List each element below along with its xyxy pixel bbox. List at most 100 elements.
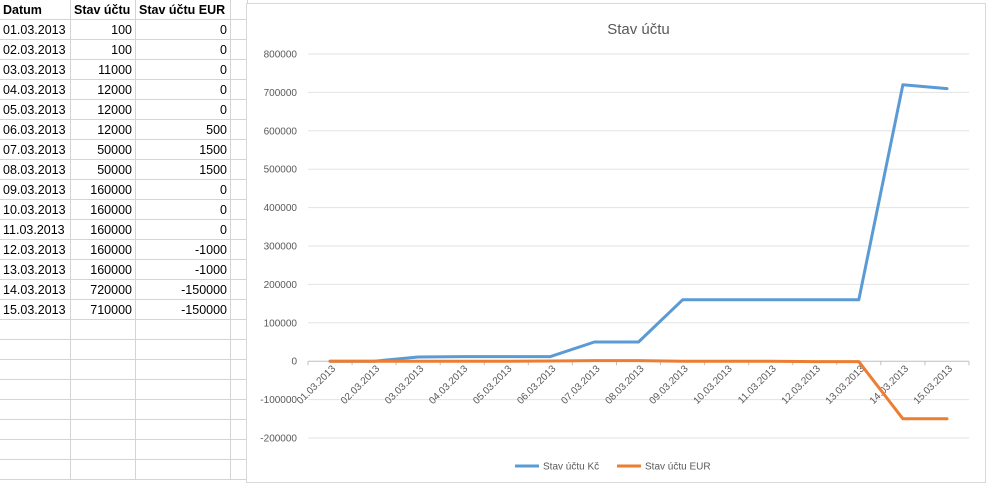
table-cell[interactable]: 03.03.2013 [0, 59, 71, 80]
empty-cell[interactable] [0, 419, 71, 440]
empty-cell[interactable] [70, 319, 136, 340]
empty-cell[interactable] [230, 279, 248, 300]
empty-cell[interactable] [230, 19, 248, 40]
table-cell[interactable]: 12000 [70, 119, 136, 140]
table-cell[interactable]: 14.03.2013 [0, 279, 71, 300]
empty-cell[interactable] [0, 459, 71, 480]
empty-cell[interactable] [135, 439, 231, 460]
empty-cell[interactable] [230, 319, 248, 340]
chart-area[interactable]: Stav účtu -200000 -100000 0 100000 200000 3000… [246, 3, 986, 483]
empty-cell[interactable] [230, 179, 248, 200]
empty-row [0, 339, 248, 360]
table-cell[interactable]: -150000 [135, 279, 231, 300]
empty-cell[interactable] [135, 339, 231, 360]
table-cell[interactable]: 11.03.2013 [0, 219, 71, 240]
empty-cell[interactable] [230, 359, 248, 380]
empty-cell[interactable] [70, 419, 136, 440]
table-cell[interactable]: 0 [135, 59, 231, 80]
empty-cell[interactable] [230, 219, 248, 240]
empty-cell[interactable] [230, 399, 248, 420]
empty-cell[interactable] [0, 379, 71, 400]
table-cell[interactable]: 720000 [70, 279, 136, 300]
table-cell[interactable]: 13.03.2013 [0, 259, 71, 280]
table-cell[interactable]: 50000 [70, 139, 136, 160]
column-header[interactable]: Datum [0, 0, 71, 20]
empty-cell[interactable] [0, 439, 71, 460]
empty-cell[interactable] [0, 319, 71, 340]
empty-cell[interactable] [135, 419, 231, 440]
table-cell[interactable]: 160000 [70, 199, 136, 220]
table-cell[interactable]: 02.03.2013 [0, 39, 71, 60]
empty-cell[interactable] [230, 339, 248, 360]
table-cell[interactable]: 0 [135, 179, 231, 200]
empty-cell[interactable] [135, 399, 231, 420]
table-cell[interactable]: 500 [135, 119, 231, 140]
empty-cell[interactable] [230, 99, 248, 120]
empty-cell[interactable] [230, 259, 248, 280]
column-header[interactable]: Stav účtu [70, 0, 136, 20]
table-cell[interactable]: 01.03.2013 [0, 19, 71, 40]
table-cell[interactable]: 09.03.2013 [0, 179, 71, 200]
empty-cell[interactable] [230, 299, 248, 320]
table-cell[interactable]: 0 [135, 39, 231, 60]
table-cell[interactable]: 0 [135, 19, 231, 40]
empty-cell[interactable] [135, 359, 231, 380]
empty-cell[interactable] [230, 419, 248, 440]
empty-cell[interactable] [70, 379, 136, 400]
empty-cell[interactable] [230, 199, 248, 220]
empty-cell[interactable] [70, 339, 136, 360]
empty-cell[interactable] [70, 359, 136, 380]
empty-cell[interactable] [0, 359, 71, 380]
table-cell[interactable]: 0 [135, 199, 231, 220]
table-cell[interactable]: 11000 [70, 59, 136, 80]
table-cell[interactable]: 160000 [70, 239, 136, 260]
table-cell[interactable]: 12.03.2013 [0, 239, 71, 260]
empty-cell[interactable] [0, 339, 71, 360]
empty-cell[interactable] [230, 0, 248, 20]
x-tick-label: 07.03.2013 [559, 363, 602, 406]
column-header[interactable]: Stav účtu EUR [135, 0, 231, 20]
table-cell[interactable]: 160000 [70, 179, 136, 200]
empty-cell[interactable] [230, 119, 248, 140]
empty-cell[interactable] [135, 379, 231, 400]
empty-cell[interactable] [70, 459, 136, 480]
table-cell[interactable]: 1500 [135, 139, 231, 160]
empty-cell[interactable] [230, 159, 248, 180]
table-cell[interactable]: 06.03.2013 [0, 119, 71, 140]
table-cell[interactable]: 12000 [70, 99, 136, 120]
empty-cell[interactable] [230, 239, 248, 260]
empty-cell[interactable] [230, 439, 248, 460]
empty-cell[interactable] [135, 459, 231, 480]
empty-cell[interactable] [230, 79, 248, 100]
table-cell[interactable]: 710000 [70, 299, 136, 320]
table-cell[interactable]: 100 [70, 39, 136, 60]
empty-cell[interactable] [230, 459, 248, 480]
table-cell[interactable]: 07.03.2013 [0, 139, 71, 160]
table-cell[interactable]: -1000 [135, 259, 231, 280]
x-tick-label: 08.03.2013 [603, 363, 646, 406]
empty-cell[interactable] [230, 379, 248, 400]
empty-cell[interactable] [230, 39, 248, 60]
table-cell[interactable]: 160000 [70, 219, 136, 240]
empty-cell[interactable] [70, 399, 136, 420]
table-cell[interactable]: 12000 [70, 79, 136, 100]
table-cell[interactable]: -150000 [135, 299, 231, 320]
table-cell[interactable]: 05.03.2013 [0, 99, 71, 120]
table-cell[interactable]: 10.03.2013 [0, 199, 71, 220]
table-cell[interactable]: 04.03.2013 [0, 79, 71, 100]
table-cell[interactable]: 0 [135, 99, 231, 120]
table-cell[interactable]: 08.03.2013 [0, 159, 71, 180]
table-cell[interactable]: 15.03.2013 [0, 299, 71, 320]
table-cell[interactable]: -1000 [135, 239, 231, 260]
table-cell[interactable]: 0 [135, 79, 231, 100]
table-cell[interactable]: 160000 [70, 259, 136, 280]
table-cell[interactable]: 0 [135, 219, 231, 240]
table-cell[interactable]: 1500 [135, 159, 231, 180]
empty-cell[interactable] [230, 139, 248, 160]
empty-cell[interactable] [230, 59, 248, 80]
empty-cell[interactable] [0, 399, 71, 420]
empty-cell[interactable] [70, 439, 136, 460]
table-cell[interactable]: 100 [70, 19, 136, 40]
empty-cell[interactable] [135, 319, 231, 340]
table-cell[interactable]: 50000 [70, 159, 136, 180]
